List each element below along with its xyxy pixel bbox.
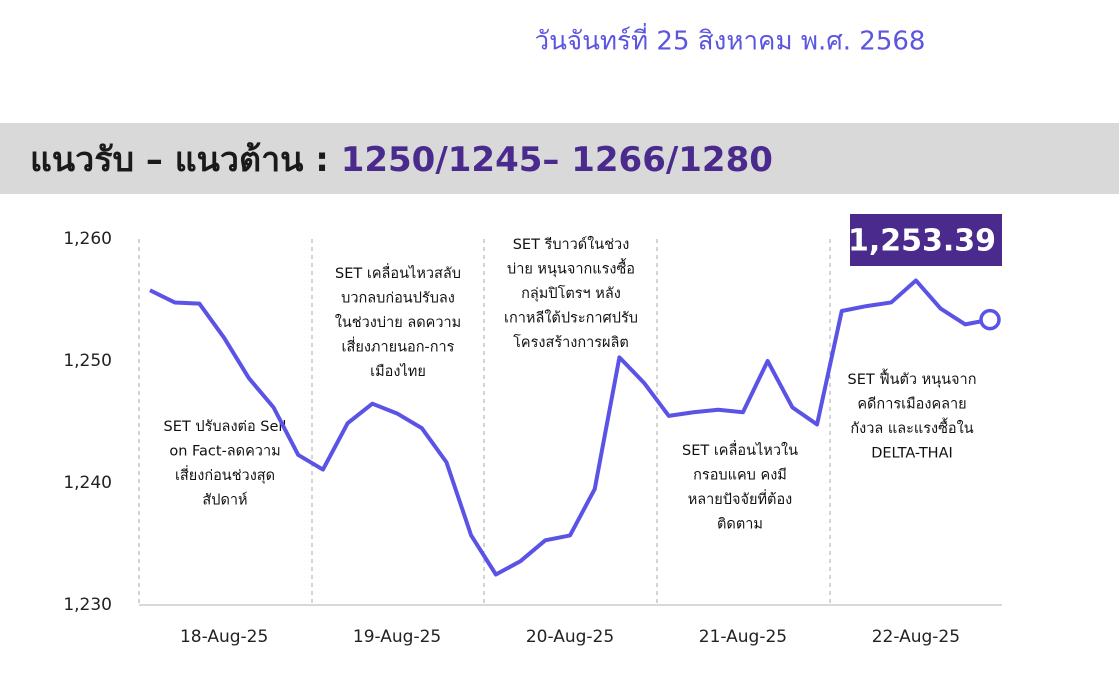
value-label: 1,253.39 [848, 224, 996, 259]
x-tick-label: 19-Aug-25 [353, 627, 441, 647]
y-tick-label: 1,260 [63, 229, 112, 249]
annotation: คดีการเมืองคลาย [857, 396, 966, 413]
annotation: on Fact-ลดความ [169, 444, 280, 460]
annotation: บ่าย หนุนจากแรงซื้อ [507, 258, 635, 278]
annotation: เกาหลีใต้ประกาศปรับ [504, 309, 638, 327]
title-levels: 1250/1245– 1266/1280 [341, 140, 773, 180]
y-tick-label: 1,250 [63, 351, 112, 371]
annotation: เมืองไทย [370, 362, 426, 380]
annotation: ในช่วงบ่าย ลดความ [335, 313, 461, 331]
last-point [979, 308, 1001, 331]
annotation: เสี่ยงก่อนช่วงสุด [175, 465, 275, 484]
series-line [149, 278, 991, 577]
value-label-box [850, 214, 1002, 266]
annotation: SET ฟื้นตัว หนุนจาก [848, 368, 977, 388]
title-text: แนวรับ – แนวต้าน : [30, 140, 341, 180]
annotation: เสี่ยงภายนอก-การ [342, 337, 455, 356]
annotation: SET เคลื่อนไหวใน [682, 440, 798, 459]
annotation: DELTA-THAI [871, 446, 953, 462]
chart-title: แนวรับ – แนวต้าน : 1250/1245– 1266/1280 [30, 140, 773, 180]
annotation: สัปดาห์ [202, 492, 247, 509]
date: วันจันทร์ที่ 25 สิงหาคม พ.ศ. 2568 [535, 23, 926, 57]
annotation: กลุ่มปิโตรฯ หลัง [521, 284, 621, 302]
x-tick-label: 22-Aug-25 [872, 627, 960, 647]
x-tick-label: 18-Aug-25 [180, 627, 268, 647]
y-tick-label: 1,230 [63, 595, 112, 615]
x-tick-label: 21-Aug-25 [699, 627, 787, 647]
annotation: SET ปรับลงต่อ Sell [164, 419, 287, 435]
annotation: บวกลบก่อนปรับลง [341, 291, 455, 307]
annotation: SET รีบาวด์ในช่วง [513, 235, 630, 253]
y-tick-label: 1,240 [63, 473, 112, 493]
annotation: กังวล และแรงซื้อใน [850, 417, 973, 437]
annotation: กรอบแคบ คงมี [693, 467, 787, 484]
x-tick-label: 20-Aug-25 [526, 627, 614, 647]
annotation: หลายปัจจัยที่ต้อง [688, 489, 793, 508]
annotation: โครงสร้างการผลิต [513, 333, 629, 351]
annotation: ติดตาม [717, 517, 763, 533]
title-band [0, 123, 1119, 194]
annotation: SET เคลื่อนไหวสลับ [335, 263, 461, 282]
